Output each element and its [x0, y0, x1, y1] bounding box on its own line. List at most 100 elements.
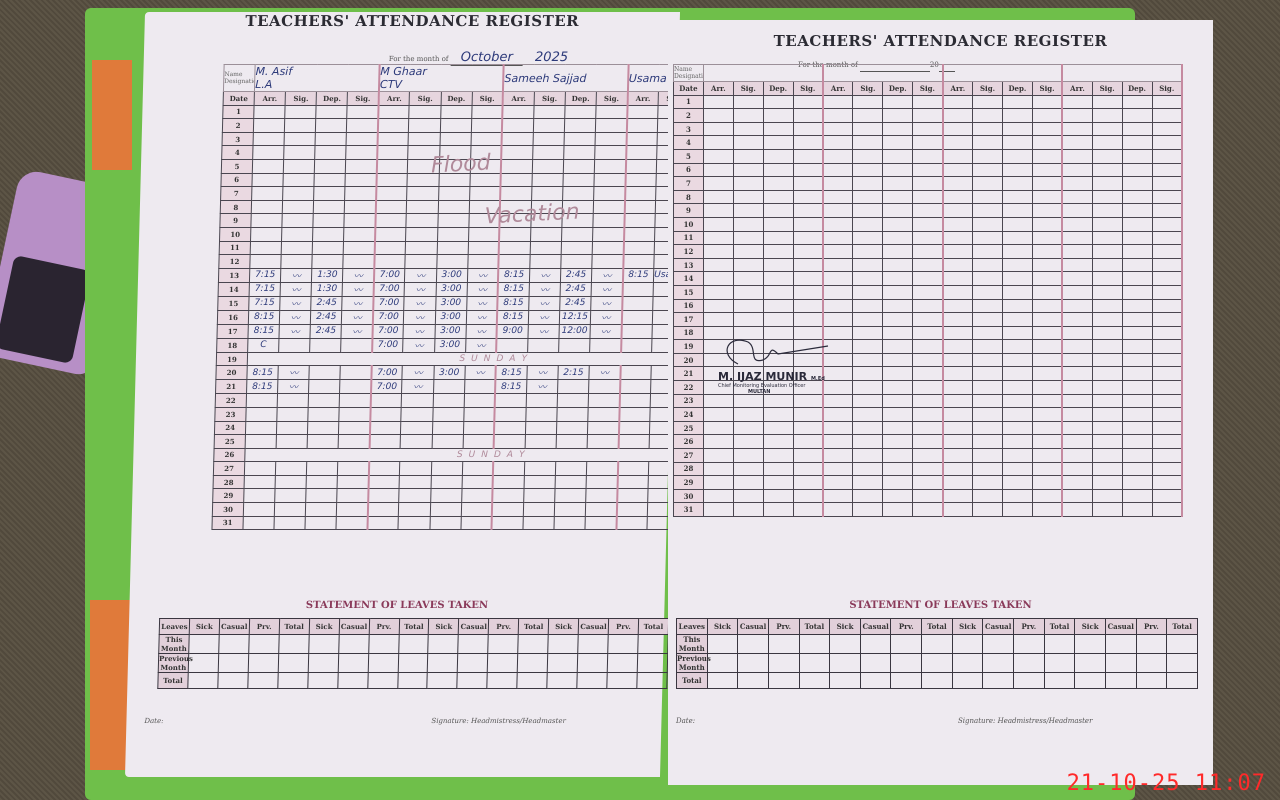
attendance-cell[interactable]: [594, 145, 627, 160]
attendance-cell[interactable]: [274, 488, 307, 503]
attendance-cell[interactable]: [1061, 162, 1093, 178]
attendance-cell[interactable]: 〰: [590, 296, 623, 311]
attendance-cell[interactable]: [942, 108, 974, 123]
attendance-cell[interactable]: [253, 132, 285, 146]
attendance-cell[interactable]: [463, 421, 495, 435]
attendance-cell[interactable]: [942, 475, 974, 490]
leaves-cell[interactable]: [1074, 653, 1106, 673]
attendance-cell[interactable]: [942, 488, 974, 504]
attendance-cell[interactable]: [622, 254, 655, 269]
attendance-cell[interactable]: [282, 200, 314, 214]
attendance-cell[interactable]: [912, 216, 944, 232]
attendance-cell[interactable]: [275, 461, 307, 476]
attendance-cell[interactable]: [1031, 488, 1064, 504]
attendance-cell[interactable]: [1001, 461, 1033, 477]
attendance-cell[interactable]: [912, 257, 944, 273]
attendance-cell[interactable]: [822, 420, 854, 436]
attendance-cell[interactable]: [527, 338, 559, 353]
attendance-cell[interactable]: [822, 203, 854, 218]
attendance-cell[interactable]: [276, 421, 309, 435]
attendance-cell[interactable]: [912, 380, 944, 395]
attendance-cell[interactable]: [626, 118, 658, 133]
attendance-cell[interactable]: [1121, 94, 1153, 110]
attendance-cell[interactable]: [563, 159, 595, 174]
attendance-cell[interactable]: [912, 244, 944, 259]
attendance-cell[interactable]: [942, 407, 974, 422]
attendance-cell[interactable]: [1061, 203, 1093, 218]
leaves-cell[interactable]: [798, 653, 831, 673]
attendance-cell[interactable]: [377, 145, 409, 160]
attendance-cell[interactable]: [308, 407, 340, 421]
attendance-cell[interactable]: [337, 475, 369, 489]
attendance-cell[interactable]: [494, 393, 527, 408]
leaves-cell[interactable]: [921, 634, 953, 654]
attendance-cell[interactable]: [277, 393, 309, 408]
attendance-cell[interactable]: [762, 284, 794, 300]
attendance-cell[interactable]: [972, 352, 1003, 368]
attendance-cell[interactable]: [1151, 94, 1183, 110]
attendance-cell[interactable]: [1121, 162, 1153, 178]
attendance-cell[interactable]: 2:45: [310, 310, 343, 325]
attendance-cell[interactable]: [732, 475, 764, 490]
attendance-cell[interactable]: [1031, 230, 1064, 246]
attendance-cell[interactable]: [852, 352, 884, 368]
attendance-cell[interactable]: [620, 324, 653, 339]
attendance-cell[interactable]: [852, 407, 884, 422]
attendance-cell[interactable]: [1091, 203, 1123, 218]
attendance-cell[interactable]: [702, 420, 734, 436]
attendance-cell[interactable]: [312, 241, 344, 255]
attendance-cell[interactable]: 8:15: [497, 296, 529, 311]
attendance-cell[interactable]: [624, 200, 656, 214]
attendance-cell[interactable]: [852, 380, 884, 395]
attendance-cell[interactable]: [1001, 434, 1033, 450]
attendance-cell[interactable]: [347, 105, 379, 119]
attendance-cell[interactable]: [338, 421, 371, 435]
attendance-cell[interactable]: [942, 162, 974, 178]
attendance-cell[interactable]: 7:00: [371, 338, 404, 353]
attendance-cell[interactable]: [1001, 325, 1033, 341]
attendance-cell[interactable]: [792, 434, 825, 450]
attendance-cell[interactable]: 〰: [591, 282, 623, 297]
attendance-cell[interactable]: [732, 393, 764, 409]
attendance-cell[interactable]: [1061, 488, 1093, 504]
attendance-cell[interactable]: [762, 434, 794, 450]
attendance-cell[interactable]: [584, 516, 617, 530]
attendance-cell[interactable]: 〰: [279, 324, 311, 339]
attendance-cell[interactable]: [1001, 216, 1033, 232]
attendance-cell[interactable]: [282, 186, 315, 201]
attendance-cell[interactable]: [502, 105, 534, 119]
attendance-cell[interactable]: [498, 254, 530, 269]
attendance-cell[interactable]: [1001, 203, 1033, 218]
attendance-cell[interactable]: [313, 186, 346, 201]
attendance-cell[interactable]: [460, 516, 493, 530]
attendance-cell[interactable]: 〰: [341, 310, 374, 325]
attendance-cell[interactable]: [315, 118, 348, 133]
attendance-cell[interactable]: [1091, 366, 1123, 382]
attendance-cell[interactable]: [792, 216, 825, 232]
attendance-cell[interactable]: [1031, 475, 1064, 490]
attendance-cell[interactable]: [972, 108, 1003, 123]
attendance-cell[interactable]: [284, 105, 317, 119]
attendance-cell[interactable]: [251, 200, 283, 214]
attendance-cell[interactable]: [1091, 352, 1123, 368]
leaves-cell[interactable]: [607, 634, 639, 654]
attendance-cell[interactable]: [522, 516, 555, 530]
attendance-cell[interactable]: [972, 502, 1003, 517]
leaves-cell[interactable]: [890, 634, 923, 654]
attendance-cell[interactable]: [792, 189, 825, 205]
attendance-cell[interactable]: [313, 200, 345, 214]
attendance-cell[interactable]: [561, 227, 593, 242]
attendance-cell[interactable]: [852, 148, 884, 164]
attendance-cell[interactable]: [972, 148, 1003, 164]
attendance-cell[interactable]: [556, 421, 588, 435]
attendance-cell[interactable]: [702, 108, 734, 123]
attendance-cell[interactable]: [564, 105, 597, 119]
attendance-cell[interactable]: [278, 338, 311, 353]
attendance-cell[interactable]: [1031, 366, 1064, 382]
attendance-cell[interactable]: [1001, 339, 1033, 354]
attendance-cell[interactable]: [882, 230, 914, 246]
attendance-cell[interactable]: [822, 271, 854, 286]
attendance-cell[interactable]: [524, 434, 557, 449]
attendance-cell[interactable]: [460, 502, 493, 517]
leaves-cell[interactable]: [218, 653, 249, 673]
